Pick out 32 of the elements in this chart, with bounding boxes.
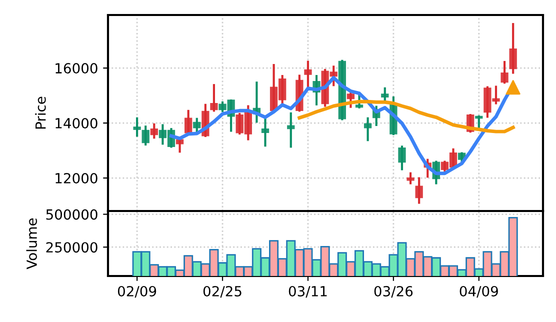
y-tick-label: 12000	[56, 172, 98, 184]
candlestick	[381, 87, 389, 101]
candlestick	[261, 117, 270, 147]
y-axis-title: Volume	[26, 218, 38, 270]
candlestick	[500, 60, 508, 84]
x-tick-label: 04/09	[460, 286, 498, 298]
candlestick	[415, 177, 423, 204]
candlestick	[287, 112, 295, 148]
candlestick	[176, 138, 184, 153]
line-series	[298, 100, 515, 134]
candlestick	[184, 110, 192, 135]
x-tick-label: 02/09	[118, 286, 156, 298]
candlestick	[142, 126, 150, 146]
candlestick	[406, 172, 414, 184]
candlestick	[193, 118, 201, 133]
candlestick	[364, 117, 372, 142]
x-tick-label: 03/26	[374, 286, 413, 298]
candlestick	[355, 92, 364, 108]
candlestick	[398, 146, 406, 170]
y-axis-title: Price	[35, 96, 46, 129]
candlestick	[346, 90, 355, 108]
x-tick-label: 02/25	[203, 286, 242, 298]
candlestick	[133, 117, 141, 137]
candlestick	[509, 23, 517, 74]
y-tick-label: 16000	[56, 63, 98, 74]
y-tick-label: 250000	[46, 242, 98, 253]
y-tick-label: 500000	[46, 209, 98, 220]
candlestick	[210, 84, 218, 112]
candlestick	[150, 123, 158, 139]
x-tick-label: 03/11	[288, 286, 327, 298]
y-tick-label: 14000	[56, 118, 98, 129]
candlestick	[304, 60, 312, 90]
